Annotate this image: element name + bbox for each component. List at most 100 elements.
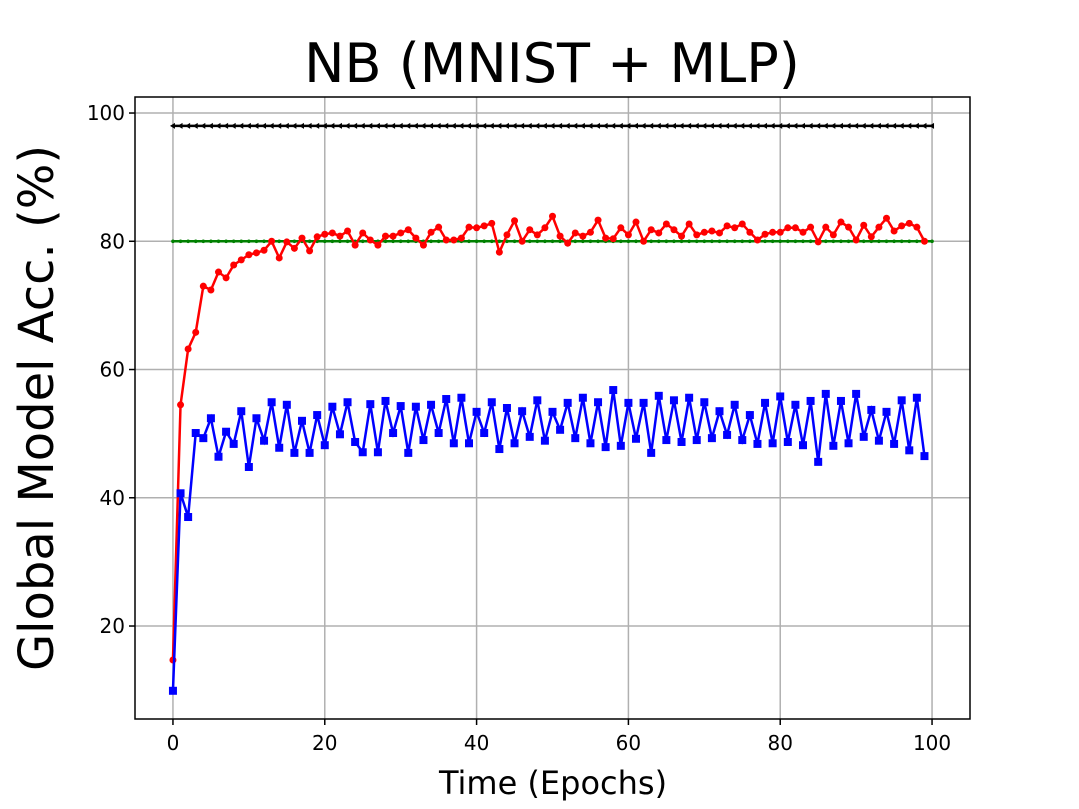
point [686, 122, 692, 129]
point [708, 122, 714, 129]
point [245, 251, 253, 259]
point [474, 239, 479, 244]
point [609, 235, 617, 243]
point [867, 233, 875, 241]
point [883, 214, 890, 222]
point [405, 122, 411, 129]
point [874, 436, 883, 445]
point [731, 224, 739, 232]
point [186, 239, 190, 244]
point [192, 122, 198, 129]
point [754, 122, 760, 129]
point [573, 239, 578, 244]
point [692, 436, 701, 445]
point [328, 229, 336, 237]
point [581, 239, 585, 244]
point [731, 122, 737, 129]
point [472, 407, 481, 416]
point [640, 237, 648, 245]
point [602, 122, 608, 129]
point [443, 122, 449, 129]
point [586, 439, 595, 448]
x-tick-label: 20 [312, 731, 337, 755]
point [238, 122, 244, 129]
point [685, 393, 694, 402]
point [184, 513, 193, 522]
point [177, 122, 183, 129]
point [783, 437, 792, 446]
point [784, 122, 790, 129]
point [397, 122, 403, 129]
point [230, 122, 236, 129]
point [716, 229, 723, 237]
point [898, 122, 904, 129]
point [745, 411, 754, 420]
point [859, 432, 868, 441]
point [740, 239, 745, 244]
point [321, 122, 327, 129]
point [450, 236, 458, 244]
point [761, 230, 769, 238]
point [503, 231, 511, 239]
point [184, 345, 192, 353]
point [449, 439, 458, 448]
point [884, 239, 889, 244]
point [792, 122, 798, 129]
point [806, 396, 815, 405]
point [799, 441, 807, 450]
point [556, 232, 564, 240]
point [596, 239, 600, 244]
point [891, 122, 897, 129]
point [626, 239, 631, 244]
point [328, 402, 337, 411]
point [200, 122, 206, 129]
point [801, 239, 805, 244]
point [616, 441, 625, 450]
point [511, 122, 517, 129]
point [541, 122, 547, 129]
point [778, 239, 783, 244]
point [929, 122, 935, 129]
point [525, 432, 534, 441]
point [662, 436, 671, 445]
point [277, 239, 282, 244]
point [844, 439, 853, 448]
point [867, 405, 876, 414]
point [860, 221, 868, 229]
point [419, 241, 427, 249]
point [352, 122, 358, 129]
point [793, 239, 798, 244]
point [701, 122, 707, 129]
point [329, 122, 335, 129]
point [769, 228, 777, 236]
point [815, 122, 821, 129]
point [610, 122, 616, 129]
point [216, 239, 221, 244]
point [239, 239, 244, 244]
point [434, 429, 443, 438]
point [846, 239, 851, 244]
point [906, 122, 912, 129]
y-tick-label: 80 [100, 229, 125, 253]
point [420, 122, 426, 129]
y-tick-label: 60 [100, 358, 125, 382]
point [639, 398, 648, 407]
point [633, 122, 638, 129]
point [877, 239, 881, 244]
point [533, 396, 542, 405]
point [305, 448, 314, 457]
point [268, 122, 274, 129]
point [632, 434, 640, 443]
point [654, 391, 663, 400]
point [201, 239, 206, 244]
point [237, 256, 245, 264]
point [306, 247, 314, 255]
point [320, 441, 329, 450]
point [786, 239, 790, 244]
point [649, 239, 653, 244]
point [383, 239, 388, 244]
point [669, 396, 678, 405]
point [791, 224, 799, 232]
point [495, 445, 504, 454]
point [769, 122, 775, 129]
